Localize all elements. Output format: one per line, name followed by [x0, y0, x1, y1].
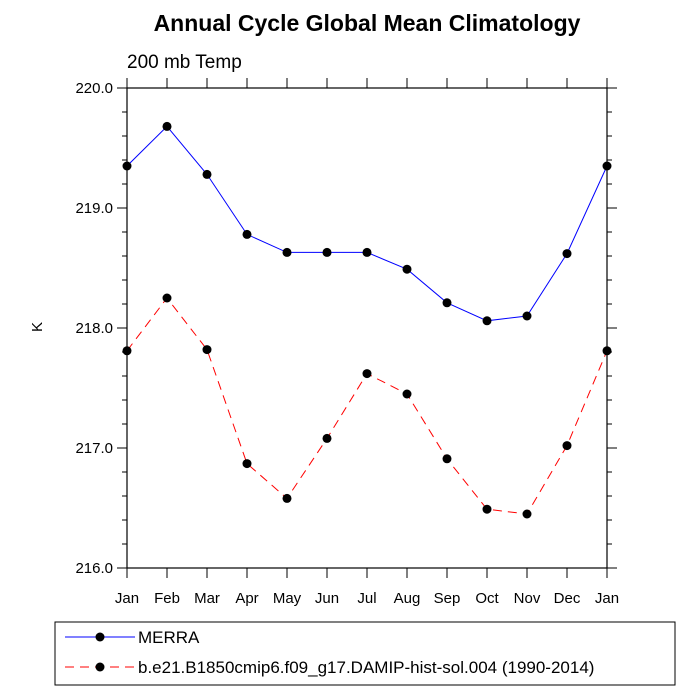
legend-marker [95, 632, 105, 642]
series-line [126, 297, 608, 515]
y-tick-label: 219.0 [75, 200, 113, 217]
chart-title: Annual Cycle Global Mean Climatology [154, 10, 581, 36]
x-tick-label: Jul [357, 590, 376, 607]
data-point [282, 247, 292, 257]
axis-ticks [117, 78, 617, 578]
legend-marker [95, 662, 105, 672]
legend-box [54, 621, 676, 686]
chart-subtitle: 200 mb Temp [127, 52, 242, 73]
x-tick-label: Feb [154, 590, 180, 607]
x-tick-label: May [273, 590, 302, 607]
x-tick-label: Sep [434, 590, 461, 607]
legend-item: MERRA [65, 628, 200, 647]
data-point [322, 433, 332, 443]
data-point [162, 293, 172, 303]
data-point [442, 454, 452, 464]
x-tick-label: Jan [595, 590, 619, 607]
x-tick-label: Apr [235, 590, 258, 607]
data-point [282, 493, 292, 503]
x-tick-label: Nov [514, 590, 541, 607]
data-point [562, 249, 572, 259]
data-point [242, 229, 252, 239]
data-point [602, 346, 612, 356]
tick-labels: 216.0 217.0 218.0 219.0 220.0 Jan Feb Mar Apr May… [75, 80, 619, 607]
y-tick-label: 216.0 [75, 560, 113, 577]
x-tick-label: Aug [394, 590, 421, 607]
y-tick-label: 217.0 [75, 440, 113, 457]
legend-label: MERRA [138, 628, 200, 647]
data-series [122, 121, 612, 519]
data-point [202, 345, 212, 355]
series-2 [122, 293, 612, 519]
x-tick-label: Mar [194, 590, 220, 607]
plot-frame [126, 87, 608, 569]
series-1 [122, 121, 612, 326]
data-point [522, 509, 532, 519]
legend-item: b.e21.B1850cmip6.f09_g17.DAMIP-hist-sol.… [65, 658, 594, 677]
data-point [562, 441, 572, 451]
x-tick-label: Dec [554, 590, 581, 607]
series-line [126, 125, 608, 322]
data-point [522, 311, 532, 321]
data-point [242, 459, 252, 469]
data-point [122, 161, 132, 171]
legend: MERRA b.e21.B1850cmip6.f09_g17.DAMIP-hist… [65, 628, 594, 677]
data-point [602, 161, 612, 171]
x-tick-label: Oct [475, 590, 499, 607]
data-point [482, 316, 492, 326]
data-point [322, 247, 332, 257]
data-point [162, 121, 172, 131]
y-tick-label: 218.0 [75, 320, 113, 337]
x-tick-label: Jun [315, 590, 339, 607]
data-point [402, 264, 412, 274]
data-point [362, 247, 372, 257]
data-point [122, 346, 132, 356]
data-point [482, 504, 492, 514]
x-tick-label: Jan [115, 590, 139, 607]
y-tick-label: 220.0 [75, 80, 113, 97]
legend-label: b.e21.B1850cmip6.f09_g17.DAMIP-hist-sol.… [138, 658, 594, 677]
data-point [442, 298, 452, 308]
data-point [362, 369, 372, 379]
data-point [202, 169, 212, 179]
y-axis-label: K [29, 322, 46, 332]
data-point [402, 389, 412, 399]
